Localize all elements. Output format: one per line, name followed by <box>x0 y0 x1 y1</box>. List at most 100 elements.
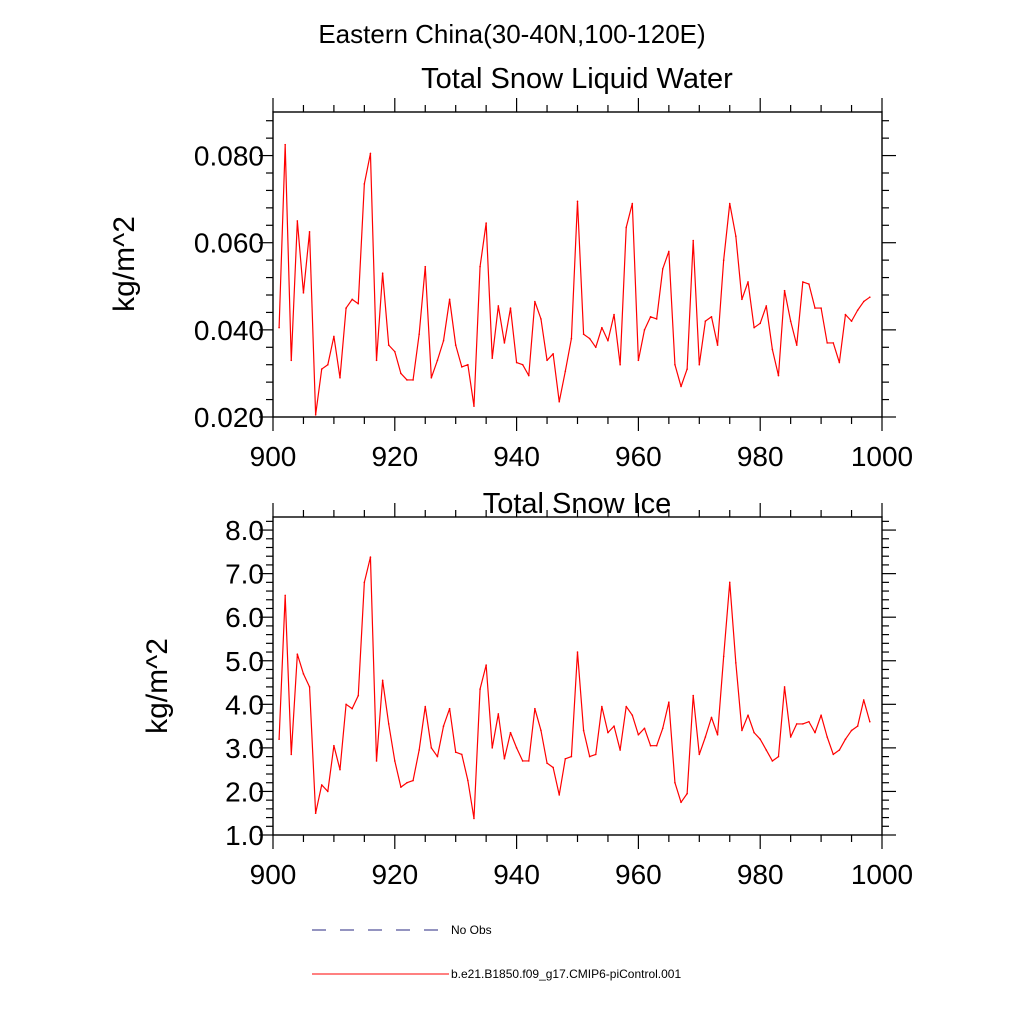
series-group-snow-liquid-water <box>278 143 871 416</box>
data-point <box>375 760 378 762</box>
data-point <box>351 298 353 301</box>
y-tick-label: 5.0 <box>225 646 264 677</box>
axis-ticks-snow-liquid-water <box>259 98 896 431</box>
data-point <box>302 292 305 294</box>
y-tick-label: 0.080 <box>194 141 264 172</box>
data-point <box>741 729 743 732</box>
data-point <box>497 713 500 715</box>
legend: No Obs b.e21.B1850.f09_g17.CMIP6-piContr… <box>312 923 681 981</box>
data-point <box>278 738 280 740</box>
data-point <box>381 679 384 682</box>
data-point <box>765 305 768 307</box>
data-point <box>826 736 828 738</box>
data-point <box>661 727 664 730</box>
data-point <box>363 183 366 185</box>
data-point <box>387 344 390 346</box>
data-point <box>436 359 439 362</box>
data-point <box>320 784 323 786</box>
data-point <box>820 714 822 717</box>
data-point <box>430 747 433 749</box>
data-point <box>850 729 853 732</box>
data-point <box>588 337 591 340</box>
x-tick-label: 920 <box>371 859 418 890</box>
y-tick-label: 7.0 <box>225 559 264 590</box>
data-point <box>759 322 761 325</box>
y-tick-label: 0.060 <box>194 228 264 259</box>
data-point <box>668 250 670 253</box>
data-point <box>339 376 341 379</box>
y-tick-label: 1.0 <box>225 820 264 851</box>
data-point <box>460 366 463 368</box>
data-point <box>436 755 439 758</box>
data-point <box>789 736 792 738</box>
y-tick-label: 3.0 <box>225 733 264 764</box>
data-point <box>869 296 871 298</box>
x-tick-label: 980 <box>737 859 784 890</box>
data-point <box>789 320 792 322</box>
data-point <box>716 344 719 346</box>
x-tick-label: 900 <box>250 859 297 890</box>
data-point <box>369 556 372 558</box>
data-point <box>381 272 384 275</box>
data-point <box>430 376 433 379</box>
data-point <box>765 749 768 751</box>
data-point <box>814 731 816 734</box>
data-point <box>637 359 640 362</box>
data-point <box>552 766 554 769</box>
data-point <box>722 655 725 658</box>
data-point <box>515 361 518 364</box>
data-point <box>467 779 469 782</box>
data-point <box>333 335 335 338</box>
data-point <box>777 755 780 758</box>
data-point <box>314 414 317 416</box>
data-point <box>838 749 841 751</box>
data-point <box>558 400 561 403</box>
data-point <box>308 231 311 233</box>
data-point <box>649 315 652 318</box>
data-point <box>424 265 427 268</box>
data-point <box>509 731 512 734</box>
data-point <box>424 705 427 708</box>
y-tick-label: 2.0 <box>225 776 264 807</box>
data-point <box>284 594 286 597</box>
data-point <box>710 716 713 719</box>
data-point <box>844 738 847 740</box>
data-point <box>631 714 634 717</box>
data-point <box>601 326 603 329</box>
data-point <box>795 344 798 346</box>
data-point <box>692 239 695 242</box>
panel-snow-ice: Total Snow Ice kg/m^2 900 920 940 960 980 100… <box>141 488 913 890</box>
data-point <box>862 699 865 701</box>
data-point <box>668 701 670 703</box>
data-point <box>534 300 536 303</box>
data-point <box>649 744 652 747</box>
data-point <box>296 653 299 656</box>
data-point <box>485 222 487 224</box>
data-point <box>802 723 804 725</box>
data-point <box>497 305 500 307</box>
data-point <box>278 326 280 329</box>
data-point <box>637 734 640 736</box>
data-point <box>570 337 573 340</box>
data-point <box>582 729 585 732</box>
data-point <box>607 731 609 734</box>
data-point <box>753 731 755 734</box>
y-axis-label-snow-liquid-water: kg/m^2 <box>108 216 141 312</box>
data-point <box>643 329 646 331</box>
y-tick-label: 0.040 <box>194 315 264 346</box>
data-point <box>759 738 761 740</box>
data-point <box>728 202 731 205</box>
data-point <box>412 379 414 381</box>
data-point <box>655 318 658 320</box>
data-point <box>467 363 469 366</box>
data-point <box>400 786 402 788</box>
data-point <box>862 300 865 303</box>
data-point <box>820 307 822 309</box>
data-point <box>327 363 329 366</box>
data-point <box>534 707 536 710</box>
data-point <box>783 289 786 292</box>
data-point <box>686 792 688 795</box>
legend-label-model-run: b.e21.B1850.f09_g17.CMIP6-piControl.001 <box>451 967 681 981</box>
data-point <box>448 298 451 301</box>
